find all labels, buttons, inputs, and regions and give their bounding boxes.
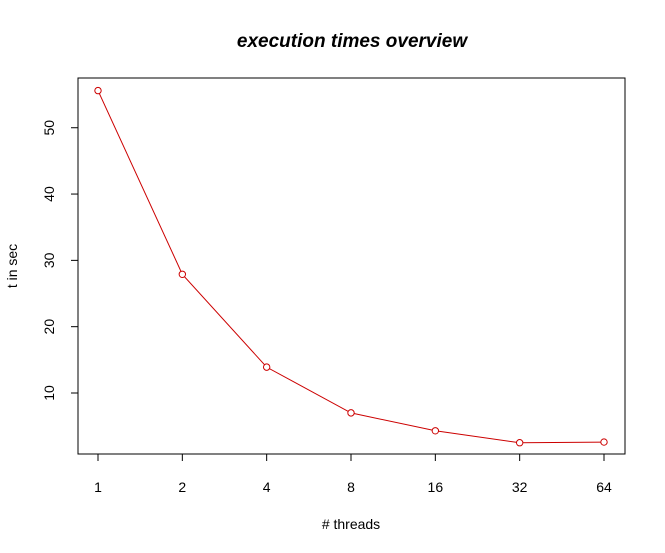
data-point bbox=[600, 438, 608, 446]
y-tick-label: 50 bbox=[41, 120, 57, 136]
y-axis-label: t in sec bbox=[4, 244, 20, 288]
series-line bbox=[97, 90, 605, 444]
data-point bbox=[347, 409, 355, 417]
x-axis-label: # threads bbox=[322, 516, 380, 532]
x-tick-label: 16 bbox=[428, 479, 444, 495]
y-tick-label: 40 bbox=[41, 186, 57, 202]
x-tick-label: 4 bbox=[263, 479, 271, 495]
x-tick-label: 64 bbox=[596, 479, 612, 495]
y-tick-label: 20 bbox=[41, 319, 57, 335]
data-point bbox=[178, 270, 187, 278]
chart-title: execution times overview bbox=[237, 31, 468, 52]
y-tick-label: 10 bbox=[41, 385, 57, 401]
y-tick-label: 30 bbox=[41, 252, 57, 268]
data-point bbox=[515, 439, 524, 447]
x-tick-label: 32 bbox=[512, 479, 528, 495]
plot-area bbox=[77, 77, 626, 455]
series-layer bbox=[94, 86, 608, 447]
y-axis: 10 20 30 40 50 bbox=[41, 120, 78, 401]
x-tick-label: 1 bbox=[94, 479, 102, 495]
x-axis: 1 2 4 8 16 32 64 bbox=[94, 454, 612, 495]
x-tick-label: 2 bbox=[178, 479, 186, 495]
data-point bbox=[262, 363, 271, 371]
data-point bbox=[431, 427, 440, 435]
x-tick-label: 8 bbox=[347, 479, 355, 495]
data-point bbox=[94, 86, 102, 95]
